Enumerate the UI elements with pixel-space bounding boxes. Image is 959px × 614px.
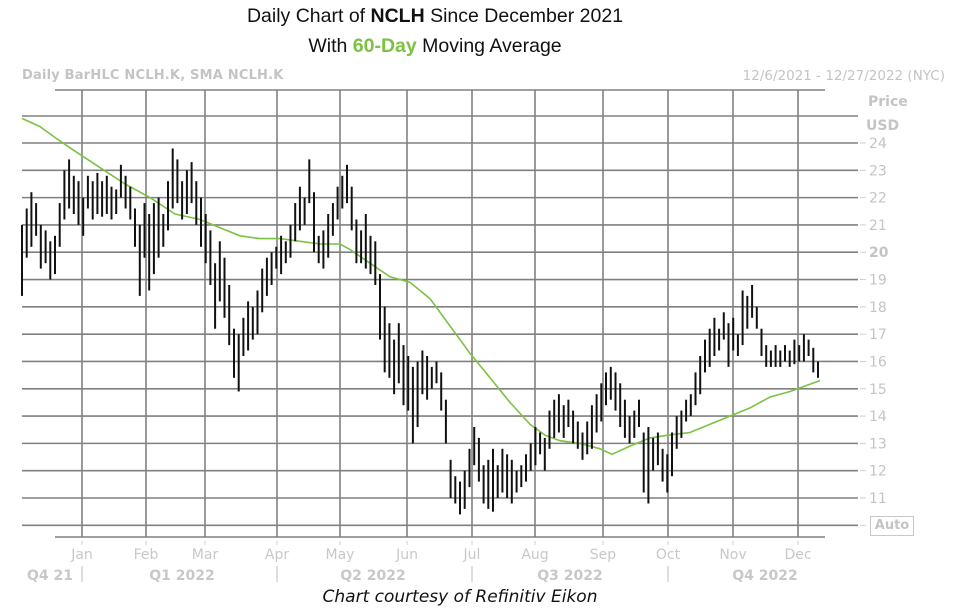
y-tick-label: 20 <box>869 245 889 261</box>
subtitle-prefix: With <box>308 35 353 57</box>
y-axis-title-currency: USD <box>866 118 899 134</box>
title-prefix: Daily Chart of <box>246 5 371 27</box>
y-tick-label: 17 <box>869 327 887 343</box>
y-axis-title-price: Price <box>868 94 908 110</box>
y-tick-label: 24 <box>869 136 887 152</box>
x-month-label: Sep <box>590 547 617 563</box>
x-month-label: May <box>326 547 355 563</box>
chart-date-range: 12/6/2021 - 12/27/2022 (NYC) <box>742 68 945 84</box>
x-month-label: Dec <box>784 547 811 563</box>
x-month-label: Feb <box>134 547 159 563</box>
sma-line <box>21 117 821 456</box>
y-tick-label: 19 <box>869 273 887 289</box>
y-tick-label: 12 <box>869 464 887 480</box>
x-axis-labels: Jan Feb Mar Apr May Jun Jul Aug Sep Oct Nov Dec Q4 2… <box>27 547 812 584</box>
x-quarter-label: Q1 2022 <box>149 568 214 584</box>
x-month-label: Mar <box>192 547 219 563</box>
title-suffix: Since December 2021 <box>424 5 624 27</box>
y-tick-label: 18 <box>869 300 887 316</box>
y-tick-label: 22 <box>869 191 887 207</box>
chart-title-line1: Daily Chart of NCLH Since December 2021 <box>0 5 870 28</box>
subtitle-highlight: 60-Day <box>352 35 417 57</box>
x-quarter-label: Q4 2022 <box>732 568 797 584</box>
y-tick-label: 11 <box>869 491 887 507</box>
x-month-label: Jul <box>463 547 481 563</box>
y-axis-labels: 24 23 22 21 20 19 18 17 16 15 14 13 12 11 <box>869 136 889 507</box>
x-quarter-label: Q4 21 <box>27 568 73 584</box>
y-tick-label: 13 <box>869 436 887 452</box>
x-month-label: Jun <box>395 547 418 563</box>
chart-title-line2: With 60-Day Moving Average <box>0 35 870 58</box>
chart-grid <box>22 89 866 545</box>
y-tick-label: 14 <box>869 409 887 425</box>
subtitle-suffix: Moving Average <box>416 35 562 57</box>
x-month-label: Apr <box>265 547 289 563</box>
auto-scale-button[interactable]: Auto <box>870 516 914 536</box>
y-tick-label: 16 <box>869 354 887 370</box>
chart-caption: Chart courtesy of Refinitiv Eikon <box>322 587 598 607</box>
x-month-label: Nov <box>719 547 746 563</box>
y-tick-label: 21 <box>869 218 887 234</box>
x-quarter-label: Q2 2022 <box>340 568 405 584</box>
y-tick-label: 23 <box>869 163 887 179</box>
price-bars <box>21 148 819 515</box>
x-month-label: Aug <box>521 547 548 563</box>
x-month-label: Oct <box>656 547 681 563</box>
title-ticker: NCLH <box>370 5 425 27</box>
y-tick-label: 15 <box>869 382 887 398</box>
x-quarter-label: Q3 2022 <box>537 568 602 584</box>
x-month-label: Jan <box>70 547 93 563</box>
chart-series-description: Daily BarHLC NCLH.K, SMA NCLH.K <box>22 68 284 83</box>
